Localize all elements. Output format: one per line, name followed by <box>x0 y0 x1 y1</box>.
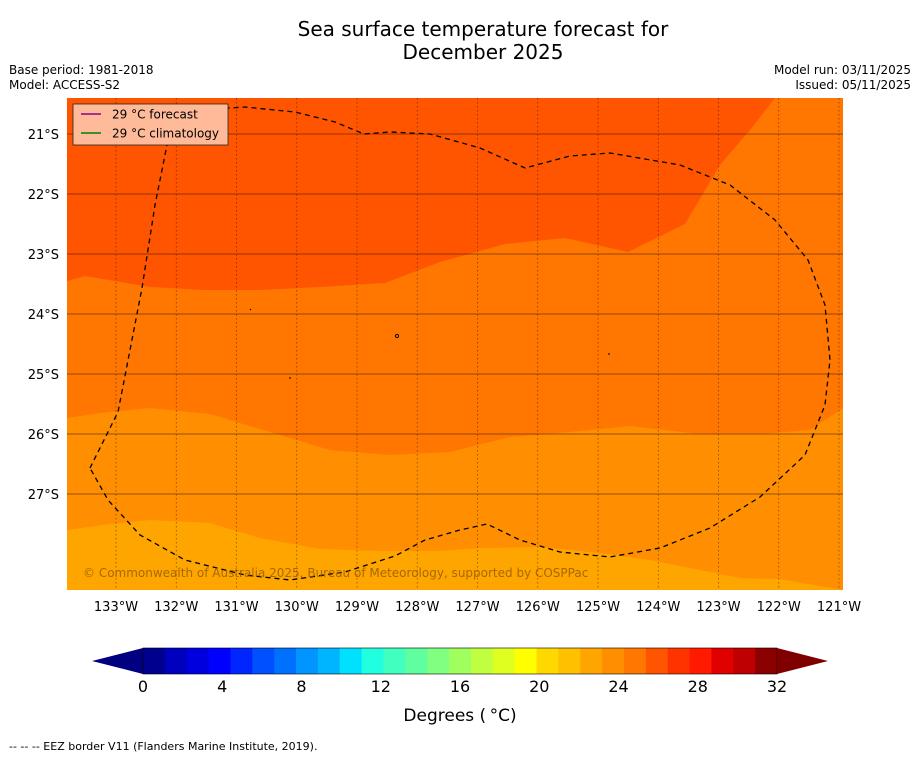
meta-left: Base period: 1981-2018 Model: ACCESS-S2 <box>9 63 154 93</box>
colorbar-tick-label: 20 <box>529 677 549 696</box>
temperature-fields <box>67 98 843 590</box>
eez-footnote: -- -- -- EEZ border V11 (Flanders Marine… <box>9 740 318 753</box>
colorbar-cell <box>536 648 559 674</box>
colorbar-cell <box>645 648 669 674</box>
latitude-tick-label: 23°S <box>28 248 59 263</box>
meta-right: Model run: 03/11/2025 Issued: 05/11/2025 <box>774 63 911 93</box>
colorbar: 0 4 8 12 16 20 24 28 32 Degrees ( °C) <box>92 647 828 726</box>
latitude-tick-label: 26°S <box>28 428 59 443</box>
colorbar-tick-label: 12 <box>371 677 391 696</box>
colorbar-tick-labels: 0 4 8 12 16 20 24 28 32 <box>138 677 787 696</box>
forecast-legend-label: 29 °C forecast <box>112 108 198 122</box>
colorbar-cell <box>274 648 297 674</box>
colorbar-cell <box>580 648 603 674</box>
chart-title: Sea surface temperature forecast for Dec… <box>0 18 919 64</box>
colorbar-cell <box>164 648 188 674</box>
latitude-tick-label: 27°S <box>28 488 59 503</box>
colorbar-cell <box>602 648 625 674</box>
legend-box <box>72 103 229 146</box>
colorbar-cell <box>361 648 384 674</box>
colorbar-tick-label: 28 <box>688 677 708 696</box>
island-marker <box>249 308 252 311</box>
colorbar-cell <box>339 648 363 674</box>
longitude-tick-label: 129°W <box>335 600 379 615</box>
longitude-labels: 133°W 132°W 131°W 130°W 129°W 128°W 127°W 126°W… <box>94 600 861 615</box>
colorbar-cell <box>296 648 319 674</box>
colorbar-cell <box>514 648 537 674</box>
colorbar-tick-label: 24 <box>608 677 628 696</box>
colorbar-cell <box>755 648 778 674</box>
longitude-tick-label: 131°W <box>214 600 258 615</box>
longitude-tick-label: 122°W <box>757 600 801 615</box>
longitude-tick-label: 124°W <box>636 600 680 615</box>
longitude-tick-label: 132°W <box>154 600 198 615</box>
model-run: Model run: 03/11/2025 <box>773 63 911 77</box>
copyright-watermark: © Commonwealth of Australia 2025, Bureau… <box>83 566 588 580</box>
colorbar-cell <box>208 648 231 674</box>
colorbar-under-arrow <box>92 648 143 674</box>
colorbar-cell <box>558 648 581 674</box>
islands <box>249 308 610 379</box>
longitude-tick-label: 133°W <box>94 600 138 615</box>
colorbar-cell <box>383 648 406 674</box>
colorbar-cell <box>733 648 756 674</box>
colorbar-tick-label: 16 <box>450 677 470 696</box>
colorbar-tick-label: 4 <box>217 677 227 696</box>
colorbar-cell <box>711 648 734 674</box>
colorbar-over-arrow <box>777 648 828 674</box>
latitude-tick-label: 24°S <box>28 308 59 323</box>
base-period: Base period: 1981-2018 <box>9 63 154 77</box>
latitude-tick-label: 22°S <box>28 188 59 203</box>
eez-border <box>89 106 831 581</box>
colorbar-cell <box>667 648 690 674</box>
colorbar-cell <box>252 648 275 674</box>
colorbar-tick-label: 0 <box>138 677 148 696</box>
colorbar-label: Degrees ( °C) <box>403 706 516 726</box>
longitude-tick-label: 126°W <box>516 600 560 615</box>
colorbar-cell <box>623 648 647 674</box>
climatology-legend-label: 29 °C climatology <box>112 127 219 141</box>
longitude-tick-label: 123°W <box>696 600 740 615</box>
colorbar-cell <box>186 648 209 674</box>
colorbar-cell <box>317 648 341 674</box>
latitude-tick-label: 25°S <box>28 368 59 383</box>
latitude-tick-label: 21°S <box>28 128 59 143</box>
longitude-tick-label: 130°W <box>275 600 319 615</box>
latitude-labels: 21°S 22°S 23°S 24°S 25°S 26°S 27°S <box>28 128 59 503</box>
island-marker <box>394 333 400 339</box>
colorbar-cell <box>230 648 253 674</box>
colorbar-cell <box>143 648 166 674</box>
longitude-tick-label: 127°W <box>455 600 499 615</box>
longitude-tick-label: 128°W <box>395 600 439 615</box>
colorbar-cell <box>470 648 494 674</box>
title-line-1: Sea surface temperature forecast for <box>297 17 669 41</box>
longitude-tick-label: 121°W <box>817 600 861 615</box>
map-legend: 29 °C forecast 29 °C climatology <box>72 103 229 146</box>
colorbar-cell <box>405 648 428 674</box>
model-name: Model: ACCESS-S2 <box>9 78 121 92</box>
issued-date: Issued: 05/11/2025 <box>795 78 911 92</box>
colorbar-cell <box>427 648 450 674</box>
colorbar-cell <box>449 648 472 674</box>
title-line-2: December 2025 <box>402 40 564 64</box>
colorbar-cell <box>689 648 712 674</box>
colorbar-cell <box>492 648 516 674</box>
longitude-tick-label: 125°W <box>576 600 620 615</box>
colorbar-tick-label: 32 <box>767 677 787 696</box>
colorbar-tick-label: 8 <box>296 677 306 696</box>
colorbar-cells <box>142 647 778 675</box>
